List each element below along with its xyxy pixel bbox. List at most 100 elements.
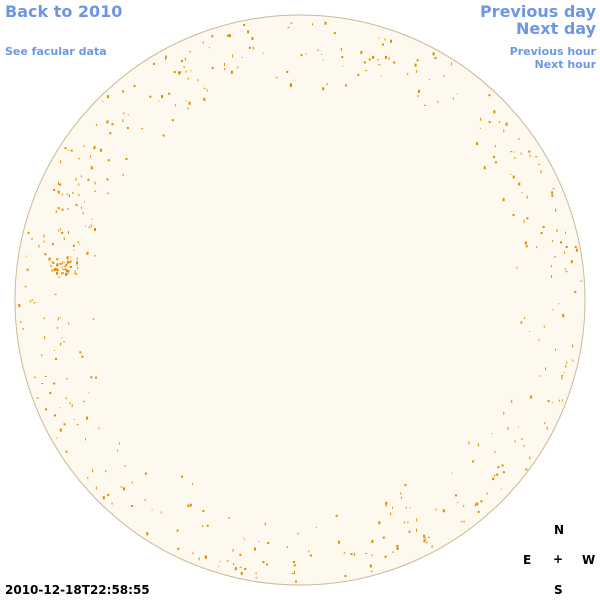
facula <box>474 503 476 507</box>
facula <box>224 68 226 71</box>
facula <box>558 399 560 402</box>
facula <box>65 264 68 267</box>
facula <box>43 234 45 238</box>
facula <box>512 175 515 179</box>
facula <box>75 203 78 206</box>
timestamp: 2010-12-18T22:58:55 <box>5 583 150 597</box>
facula <box>476 502 479 506</box>
facula <box>65 272 67 276</box>
facula <box>55 357 57 360</box>
facula <box>90 224 92 228</box>
facula <box>432 52 435 56</box>
facula <box>502 471 505 474</box>
facula <box>524 317 526 320</box>
facula <box>95 123 97 126</box>
facula <box>404 484 407 487</box>
facula <box>192 482 194 485</box>
facula <box>403 521 405 524</box>
facula <box>494 145 496 148</box>
facula <box>572 344 574 348</box>
facula <box>88 226 90 229</box>
facula <box>218 565 220 567</box>
facula <box>393 61 396 64</box>
facula <box>240 571 243 575</box>
facula <box>211 66 214 69</box>
facula <box>507 427 509 430</box>
facula <box>58 276 61 278</box>
facula <box>572 359 574 362</box>
facula <box>407 73 409 75</box>
facula <box>91 218 93 220</box>
facula <box>565 364 567 368</box>
facula <box>68 270 71 272</box>
facula <box>563 372 565 374</box>
facula <box>536 246 538 249</box>
facula <box>244 568 247 570</box>
facula <box>72 244 75 247</box>
facula <box>65 397 67 400</box>
facula <box>503 411 505 415</box>
facula <box>181 475 183 478</box>
facula <box>560 241 562 244</box>
facula <box>26 268 29 271</box>
facula <box>369 564 372 568</box>
facula <box>451 472 453 474</box>
previous-day-link[interactable]: Previous day <box>479 2 596 21</box>
facula <box>551 193 553 196</box>
facula <box>333 32 336 35</box>
facula <box>415 71 417 73</box>
back-link[interactable]: Back to 2010 <box>5 2 123 21</box>
facula <box>243 24 246 26</box>
facula <box>267 542 270 544</box>
next-day-link[interactable]: Next day <box>516 19 596 38</box>
facula <box>564 268 566 271</box>
facula <box>94 190 97 192</box>
facula <box>122 90 124 93</box>
facula <box>56 258 59 261</box>
facula <box>54 349 55 351</box>
compass-center: + <box>553 552 564 566</box>
facula <box>493 451 496 453</box>
facula <box>561 376 563 380</box>
facula <box>371 554 373 557</box>
facula <box>286 70 289 73</box>
facula <box>237 66 239 69</box>
facula <box>95 376 97 379</box>
facula <box>61 337 63 339</box>
facula <box>83 145 86 147</box>
facula <box>227 34 229 37</box>
facula <box>382 43 384 46</box>
facula <box>88 392 90 394</box>
facula <box>111 502 113 505</box>
compass-south: S <box>554 583 563 597</box>
previous-hour-link[interactable]: Previous hour <box>509 45 596 58</box>
facula <box>309 554 312 557</box>
facula <box>486 492 488 495</box>
facula <box>476 142 479 146</box>
facula <box>72 192 74 194</box>
facula <box>77 267 79 270</box>
facular-data-link[interactable]: See facular data <box>5 45 107 58</box>
facula <box>54 268 57 271</box>
facula <box>49 392 52 395</box>
facula <box>18 304 21 307</box>
facula <box>87 477 89 480</box>
facula <box>258 540 260 542</box>
facula <box>58 229 60 232</box>
facula <box>165 57 166 60</box>
facula <box>76 424 79 426</box>
facula <box>297 533 300 535</box>
facula <box>76 261 78 265</box>
facula <box>295 580 297 583</box>
facula <box>565 246 568 248</box>
facula <box>66 256 69 260</box>
facula <box>107 159 110 162</box>
facula <box>94 181 96 185</box>
facula <box>554 256 557 258</box>
facula <box>455 494 457 497</box>
facula <box>185 70 187 73</box>
next-hour-link[interactable]: Next hour <box>534 58 597 71</box>
facula <box>67 149 69 151</box>
facula <box>526 195 528 199</box>
facula <box>202 41 204 44</box>
